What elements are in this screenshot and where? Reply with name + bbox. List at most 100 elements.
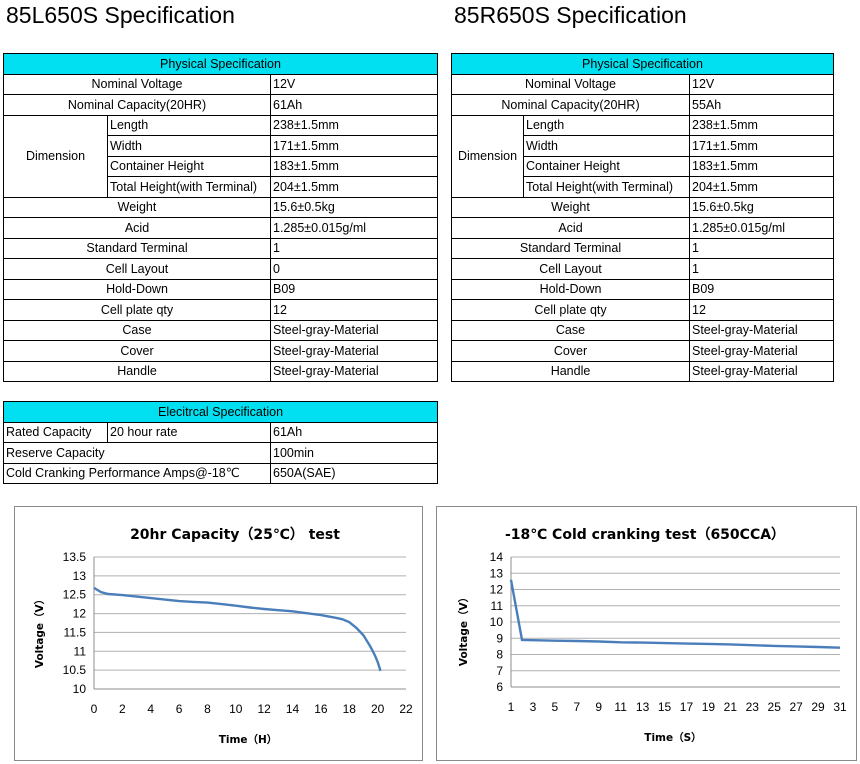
x-axis-label: Time（S）	[644, 731, 701, 744]
dimension-label: Dimension	[3, 114, 108, 198]
left-physical-spec-table: Physical Specification Nominal Voltage 1…	[3, 53, 438, 382]
y-tick-label: 12	[73, 607, 87, 621]
x-tick-label: 9	[595, 700, 602, 714]
x-tick-label: 17	[680, 700, 694, 714]
row-label: Nominal Voltage	[3, 73, 271, 95]
row-value: 12	[689, 299, 834, 321]
cold-cranking-chart: -18℃ Cold cranking test（650CCA） 1 3 5 7 9 11 1…	[436, 506, 857, 761]
row-value: 15.6±0.5kg	[689, 196, 834, 218]
table-header: Physical Specification	[451, 53, 834, 75]
right-physical-spec-table: Physical Specification Nominal Voltage 1…	[451, 53, 834, 382]
x-tick-label: 25	[768, 700, 782, 714]
x-tick-label: 3	[530, 700, 537, 714]
table-row: Cell plate qty 12	[451, 299, 834, 321]
y-tick-label: 12	[490, 583, 504, 597]
row-value: B09	[689, 278, 834, 300]
row-value: 238±1.5mm	[270, 114, 438, 136]
row-value: Steel-gray-Material	[270, 319, 438, 341]
chart-series-line	[509, 579, 841, 649]
table-row: Cover Steel-gray-Material	[451, 340, 834, 362]
table-row: Standard Terminal 1	[451, 237, 834, 259]
x-tick-label: 16	[314, 702, 328, 716]
table-header: Elecitrcal Specification	[2, 401, 439, 423]
y-tick-label: 6	[496, 680, 503, 694]
row-value: Steel-gray-Material	[270, 360, 438, 382]
cold-cranking-chart-svg: -18℃ Cold cranking test（650CCA） 1 3 5 7 9 11 1…	[457, 527, 847, 744]
x-tick-label: 4	[147, 702, 154, 716]
row-label: Hold-Down	[3, 278, 271, 300]
table-row: Weight 15.6±0.5kg	[3, 196, 438, 218]
y-tick-label: 11	[491, 599, 504, 613]
table-header: Physical Specification	[3, 53, 438, 75]
row-value: 650A(SAE)	[269, 462, 439, 484]
row-value: B09	[270, 278, 438, 300]
x-tick-label: 12	[258, 702, 272, 716]
table-row: Dimension Length 238±1.5mm	[451, 114, 834, 198]
table-row: Reserve Capacity 100min	[3, 442, 439, 464]
table-row: Case Steel-gray-Material	[451, 319, 834, 341]
table-row: Handle Steel-gray-Material	[451, 360, 834, 382]
y-tick-label: 14	[490, 550, 504, 564]
table-row: Hold-Down B09	[451, 278, 834, 300]
x-tick-label: 7	[573, 700, 580, 714]
table-row: Hold-Down B09	[3, 278, 438, 300]
table-row: Nominal Capacity(20HR) 61Ah	[3, 94, 438, 116]
y-tick-label: 9	[496, 631, 503, 645]
row-label: Total Height(with Terminal)	[523, 176, 690, 198]
table-row: Container Height 183±1.5mm	[452, 155, 834, 177]
x-tick-label: 29	[811, 700, 825, 714]
y-tick-label: 10	[73, 682, 87, 696]
row-label: Reserve Capacity	[3, 442, 271, 464]
row-label: Case	[3, 319, 271, 341]
row-label: Weight	[3, 196, 271, 218]
row-value: 183±1.5mm	[270, 155, 438, 177]
row-value: 1	[270, 237, 438, 259]
row-label: Handle	[451, 360, 690, 382]
row-label: Standard Terminal	[451, 237, 690, 259]
row-value: 61Ah	[270, 94, 438, 116]
row-label: Nominal Voltage	[451, 73, 690, 95]
row-value: 204±1.5mm	[689, 176, 834, 198]
table-row: Cell plate qty 12	[3, 299, 438, 321]
right-spec-title: 85R650S Specification	[454, 2, 687, 28]
y-axis-label: Voltage（V）	[33, 594, 46, 668]
row-value: 55Ah	[689, 94, 834, 116]
y-tick-label: 11.5	[64, 625, 87, 639]
capacity-test-chart: 20hr Capacity（25℃） test 0 2 4 6 8 10 12 14 16 18 2…	[14, 506, 423, 761]
row-label: Total Height(with Terminal)	[107, 176, 271, 198]
row-label: Cell plate qty	[3, 299, 271, 321]
table-row: Cell Layout 0	[3, 258, 438, 280]
row-label: Nominal Capacity(20HR)	[3, 94, 271, 116]
capacity-test-chart-svg: 20hr Capacity（25℃） test 0 2 4 6 8 10 12 14 16 18 2…	[33, 527, 413, 746]
row-label: Cell Layout	[3, 258, 271, 280]
y-axis-label: Voltage（V）	[457, 592, 470, 666]
row-label: Standard Terminal	[3, 237, 271, 259]
table-row: Cell Layout 1	[451, 258, 834, 280]
row-value: 1.285±0.015g/ml	[689, 217, 834, 239]
row-label: Cold Cranking Performance Amps@-18℃	[3, 462, 271, 484]
row-value: 183±1.5mm	[689, 155, 834, 177]
row-value: 1	[689, 237, 834, 259]
electrical-spec-table: Elecitrcal Specification Rated Capacity …	[2, 401, 439, 484]
row-value: 12V	[270, 73, 438, 95]
row-value: 100min	[269, 442, 439, 464]
row-label: Acid	[451, 217, 690, 239]
row-label: Width	[107, 135, 271, 157]
x-tick-label: 11	[614, 700, 627, 714]
row-value: Steel-gray-Material	[689, 360, 834, 382]
row-label: Cover	[3, 340, 271, 362]
row-label: Hold-Down	[451, 278, 690, 300]
row-label: Weight	[451, 196, 690, 218]
dimension-label: Dimension	[451, 114, 524, 198]
row-value: Steel-gray-Material	[689, 340, 834, 362]
y-tick-label: 10.5	[63, 663, 87, 677]
y-tick-label: 11	[74, 644, 87, 658]
table-row: Nominal Voltage 12V	[451, 73, 834, 95]
x-tick-label: 14	[286, 702, 300, 716]
row-value: Steel-gray-Material	[689, 319, 834, 341]
chart-title: 20hr Capacity（25℃） test	[130, 527, 340, 543]
chart-series-line	[93, 586, 382, 672]
row-label: Case	[451, 319, 690, 341]
y-tick-label: 10	[490, 615, 504, 629]
x-tick-label: 27	[789, 700, 803, 714]
